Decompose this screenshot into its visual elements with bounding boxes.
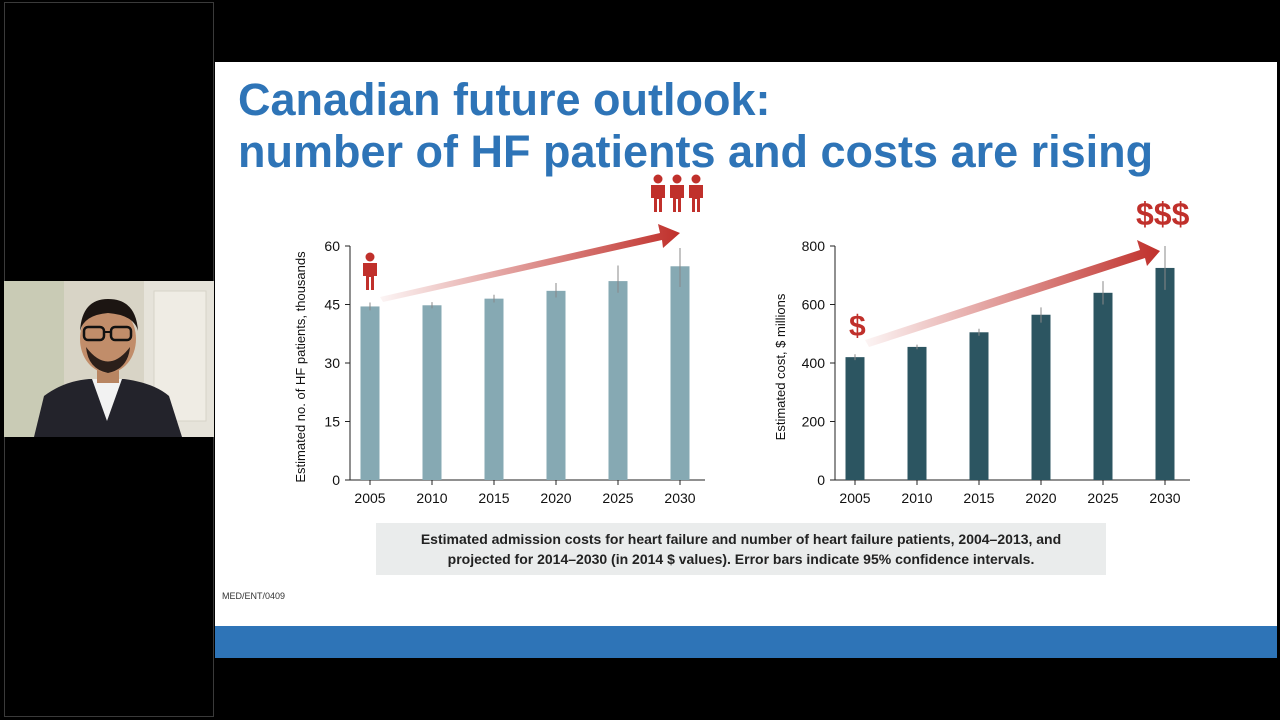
- cost-bar: [969, 332, 989, 480]
- presentation-slide: Canadian future outlook: number of HF pa…: [215, 62, 1277, 658]
- figure-caption: Estimated admission costs for heart fail…: [376, 523, 1106, 575]
- cost-bar: [1031, 314, 1051, 480]
- slide-footer-bar: [215, 626, 1277, 658]
- cost-plot-area: 0 200 400 600 800 2005 2010 2015 2020 2025 2030: [802, 238, 1190, 506]
- patients-bar: [360, 306, 380, 480]
- patients-plot-area: 0 15 30 45 60 2005 2010 2015 2020 2025 2030: [324, 238, 705, 506]
- cost-bar: [907, 346, 927, 480]
- patients-x-tick-label: 2020: [540, 490, 571, 506]
- patients-x-tick-label: 2010: [416, 490, 447, 506]
- cost-x-tick-label: 2005: [839, 490, 870, 506]
- cost-y-tick-label: 600: [802, 297, 826, 313]
- cost-x-tick-label: 2010: [901, 490, 932, 506]
- webcam-video: [4, 281, 214, 437]
- patients-y-tick-label: 0: [332, 472, 340, 488]
- cost-y-tick-label: 0: [817, 472, 825, 488]
- cost-y-tick-label: 400: [802, 355, 826, 371]
- slide-title: Canadian future outlook: number of HF pa…: [238, 74, 1153, 178]
- person-icon: [363, 252, 377, 290]
- slide-title-line-1: Canadian future outlook:: [238, 74, 771, 125]
- patients-x-tick-label: 2025: [602, 490, 633, 506]
- patients-bar: [670, 266, 690, 480]
- patients-bar: [546, 290, 566, 480]
- patients-y-tick-label: 30: [324, 355, 340, 371]
- reference-code: MED/ENT/0409: [222, 591, 286, 601]
- cost-y-axis-label: Estimated cost, $ millions: [773, 293, 788, 440]
- cost-x-tick-label: 2030: [1149, 490, 1180, 506]
- patients-x-tick-label: 2015: [478, 490, 509, 506]
- patients-bar: [608, 281, 628, 480]
- patients-bar-chart: 0 15 30 45 60 2005 2010 2015 2020 2025 2030 Estima…: [293, 174, 705, 506]
- patients-x-tick-label: 2005: [354, 490, 385, 506]
- cost-x-tick-label: 2025: [1087, 490, 1118, 506]
- cost-bar: [845, 357, 865, 480]
- cost-y-tick-label: 200: [802, 414, 826, 430]
- dollar-single-icon: $: [849, 310, 866, 343]
- cost-x-tick-label: 2020: [1025, 490, 1056, 506]
- patients-y-tick-label: 60: [324, 238, 340, 254]
- presenter-image: [4, 281, 214, 437]
- patients-x-tick-label: 2030: [664, 490, 695, 506]
- trend-arrow-icon: [380, 224, 680, 302]
- cost-bar: [1093, 292, 1113, 480]
- trend-arrow-icon: [865, 240, 1160, 347]
- slide-title-line-2: number of HF patients and costs are risi…: [238, 126, 1154, 177]
- dollar-triple-icon: $$$: [1136, 196, 1190, 232]
- caption-line-2: projected for 2014–2030 (in 2014 $ value…: [447, 551, 1035, 567]
- cost-bar: [1155, 267, 1175, 480]
- cost-y-tick-label: 800: [802, 238, 826, 254]
- patients-y-axis-label: Estimated no. of HF patients, thousands: [293, 251, 308, 483]
- patients-y-tick-label: 45: [324, 297, 340, 313]
- people-group-icon: [651, 174, 703, 212]
- cost-bar-chart: 0 200 400 600 800 2005 2010 2015 2020 2025 2030 Es…: [773, 196, 1190, 506]
- patients-bar: [484, 298, 504, 480]
- cost-x-tick-label: 2015: [963, 490, 994, 506]
- patients-y-tick-label: 15: [324, 414, 340, 430]
- caption-line-1: Estimated admission costs for heart fail…: [420, 531, 1062, 547]
- patients-bar: [422, 305, 442, 480]
